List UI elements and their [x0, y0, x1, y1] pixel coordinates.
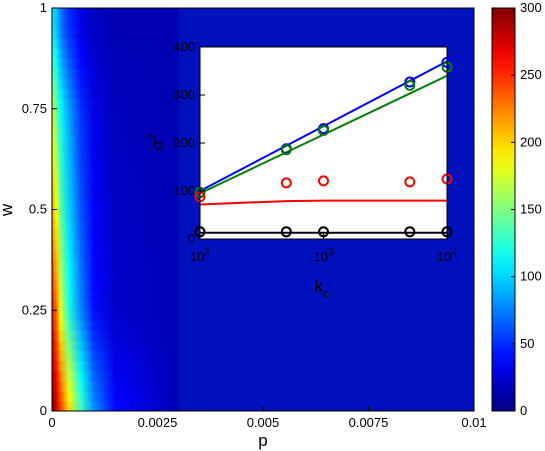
inset-series-marker — [280, 144, 292, 156]
main-x-label: p — [258, 431, 267, 450]
heatmap-band — [52, 309, 179, 321]
heatmap-band — [52, 239, 179, 251]
inset-x-tick-label: 104 — [437, 247, 457, 264]
heatmap-band — [52, 78, 179, 90]
heatmap-band — [52, 249, 179, 261]
colorbar-tick-label: 300 — [520, 0, 542, 15]
main-y-tick-label: 0.5 — [29, 202, 47, 217]
inset-series-line — [200, 199, 447, 206]
inset-y-tick-label: 100 — [173, 183, 195, 198]
heatmap-band — [52, 319, 179, 331]
heatmap-band — [52, 67, 179, 80]
colorbar-ticks: 0 50 100 150 200 250 300 — [511, 0, 542, 418]
heatmap-band — [52, 370, 179, 382]
colorbar-tick-label: 150 — [520, 202, 542, 217]
main-y-tick-label: 1 — [40, 0, 47, 15]
inset-series-marker — [318, 125, 329, 137]
heatmap-band — [52, 98, 179, 110]
heatmap-band — [52, 27, 179, 39]
inset-series-marker — [404, 176, 416, 188]
heatmap-band — [52, 37, 179, 49]
heatmap-band — [52, 148, 179, 160]
heatmap-band — [52, 259, 179, 271]
heatmap-band — [52, 188, 179, 200]
heatmap-band — [52, 229, 179, 241]
heatmap-band — [52, 138, 179, 150]
heatmap-band — [52, 269, 179, 281]
heatmap-band — [52, 17, 179, 29]
inset-series-marker — [280, 226, 292, 238]
inset-background — [200, 47, 447, 239]
inset-x-label-subscript: c — [323, 286, 330, 301]
heatmap-ridge — [52, 8, 179, 411]
inset-y-tick-label: 300 — [173, 87, 195, 102]
inset-y-label-superscript: 2 — [145, 133, 159, 140]
inset-y-label-main: σ — [148, 140, 167, 151]
inset-series-marker — [404, 79, 416, 91]
heatmap-band — [52, 178, 179, 190]
heatmap-band — [52, 198, 179, 210]
colorbar-tick-label: 0 — [520, 403, 527, 418]
main-x-tick-label: 0.0025 — [138, 415, 178, 430]
main-y-tick-label: 0.25 — [22, 302, 47, 317]
heatmap-band — [52, 279, 179, 291]
inset-x-label-main: k — [315, 277, 324, 296]
heatmap-band — [52, 380, 179, 392]
main-y-tick-label: 0.75 — [22, 101, 47, 116]
heatmap-band — [52, 8, 179, 19]
inset-y-tick-label: 200 — [173, 135, 195, 150]
heatmap-band — [52, 168, 179, 180]
heatmap-band — [52, 108, 179, 120]
heatmap-band — [52, 289, 179, 301]
inset-x-label: kc — [315, 277, 331, 301]
heatmap-band — [52, 47, 179, 59]
colorbar: 0 50 100 150 200 250 300 — [491, 0, 542, 418]
inset-x-ticks: 102 103 104 — [190, 234, 457, 264]
inset-x-tick-label: 103 — [313, 247, 333, 264]
heatmap-band — [52, 118, 179, 130]
main-y-label: w — [0, 203, 16, 217]
inset-series-marker — [318, 175, 329, 187]
main-y-ticks: 0 0.25 0.5 0.75 1 — [22, 0, 57, 418]
inset-y-tick-label: 0 — [188, 231, 195, 246]
colorbar-tick-label: 250 — [520, 67, 542, 82]
heatmap-band — [52, 390, 179, 402]
heatmap-band — [52, 339, 179, 352]
heatmap-band — [52, 158, 179, 170]
inset-y-tick-label: 400 — [173, 39, 195, 54]
main-x-tick-label: 0.01 — [461, 415, 486, 430]
heatmap-band — [52, 209, 179, 221]
inset-y-label: σ2 — [145, 133, 167, 151]
heatmap-band — [52, 128, 179, 140]
heatmap-band — [52, 360, 179, 372]
heatmap-band — [52, 219, 179, 231]
inset-series-marker — [404, 226, 416, 238]
colorbar-tick-label: 50 — [520, 336, 534, 351]
colorbar-tick-label: 200 — [520, 134, 542, 149]
main-x-ticks: 0 0.0025 0.005 0.0075 0.01 — [48, 406, 487, 430]
heatmap-band — [52, 329, 179, 341]
heatmap-band — [52, 299, 179, 311]
inset-series-marker — [280, 177, 292, 189]
inset-x-tick-label: 102 — [190, 247, 210, 264]
main-x-tick-label: 0.005 — [247, 415, 280, 430]
colorbar-tick-label: 100 — [520, 269, 542, 284]
inset-y-ticks: 0 100 200 300 400 — [173, 39, 205, 246]
inset-series-marker — [404, 76, 416, 88]
main-y-tick-label: 0 — [40, 403, 47, 418]
inset-chart: 102 103 104 0 100 200 300 400 kc σ2 — [145, 39, 457, 301]
heatmap-band — [52, 88, 179, 100]
main-x-tick-label: 0 — [48, 415, 55, 430]
heatmap-band — [52, 400, 179, 411]
heatmap-band — [52, 57, 179, 69]
heatmap-band — [52, 350, 179, 362]
main-x-tick-label: 0.0075 — [349, 415, 389, 430]
